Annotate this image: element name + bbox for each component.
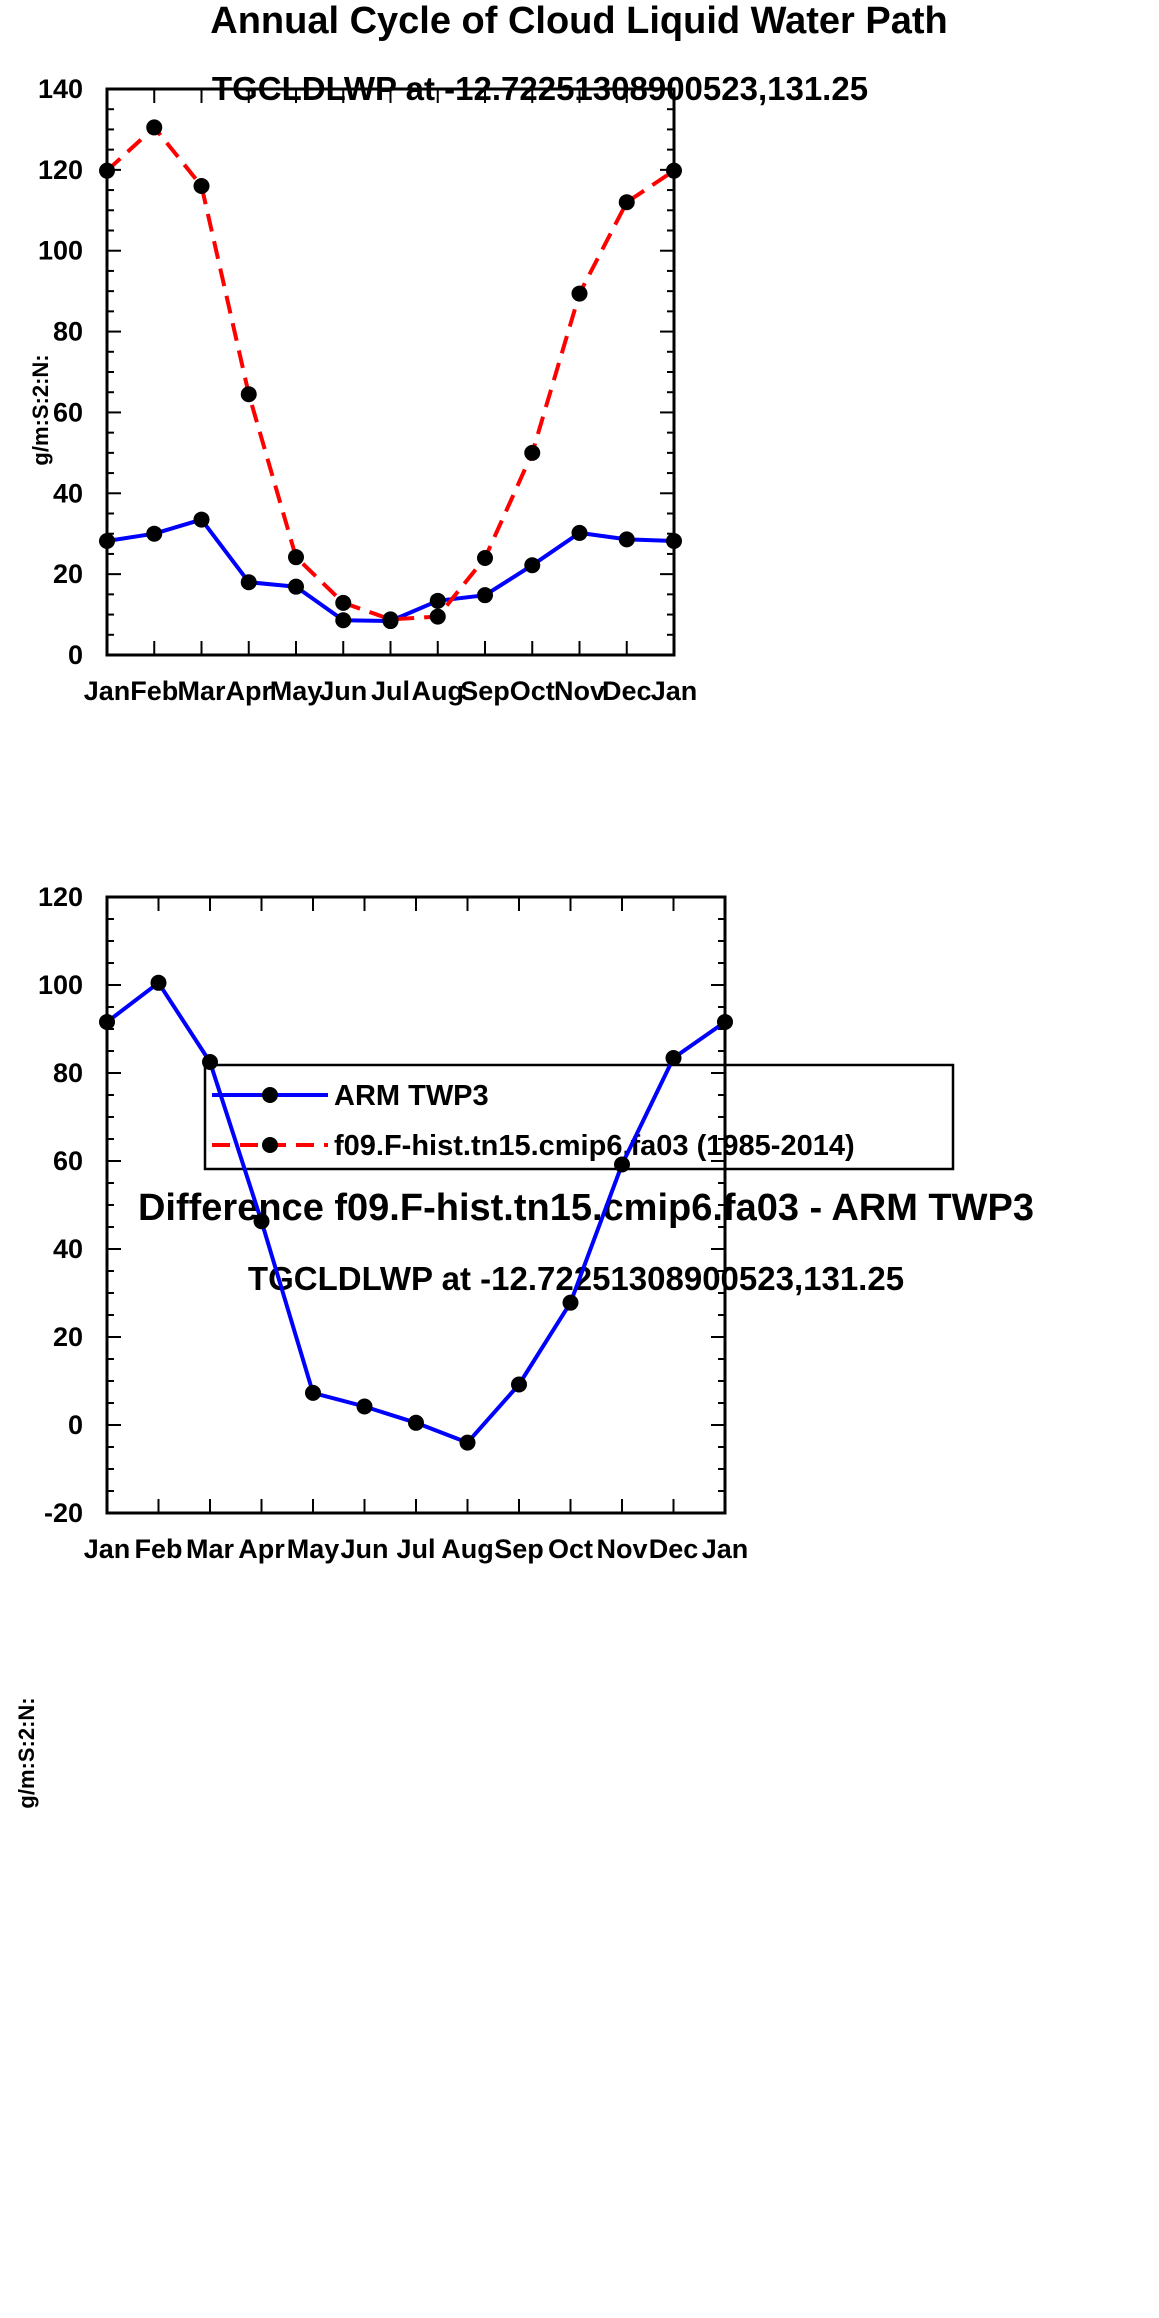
difference-x-tick-label: Aug bbox=[441, 1534, 493, 1564]
annual-cycle-x-tick-label: Aug bbox=[412, 676, 464, 706]
annual-cycle-y-axis-label: g/m:S:2:N: bbox=[28, 354, 53, 465]
annual-cycle-plot-frame bbox=[105, 87, 676, 657]
annual-cycle-data-point bbox=[571, 524, 588, 541]
annual-cycle-x-tick-label: Jan bbox=[84, 676, 131, 706]
annual-cycle-data-point bbox=[288, 578, 304, 595]
difference-x-tick-label: Nov bbox=[596, 1534, 647, 1564]
annual-cycle-y-tick-label: 0 bbox=[68, 640, 83, 670]
annual-cycle-panel: Annual Cycle of Cloud Liquid Water Path … bbox=[28, 0, 948, 706]
difference-title: Difference f09.F-hist.tn15.cmip6.fa03 - … bbox=[138, 1187, 1034, 1229]
difference-x-tick-label: Jan bbox=[702, 1534, 749, 1564]
difference-x-tick-label: Jul bbox=[396, 1534, 435, 1564]
difference-data-point bbox=[459, 1434, 476, 1451]
annual-cycle-data-point bbox=[618, 194, 635, 211]
legend-model-marker bbox=[262, 1137, 278, 1153]
annual-cycle-data-point bbox=[477, 549, 493, 566]
legend-box bbox=[203, 1063, 955, 1171]
difference-y-tick-label: 0 bbox=[68, 1410, 83, 1440]
annual-cycle-y-tick-label: 80 bbox=[53, 317, 83, 347]
annual-cycle-y-tick-label: 60 bbox=[53, 397, 83, 427]
annual-cycle-x-tick-label: Feb bbox=[130, 676, 178, 706]
annual-cycle-data-point bbox=[193, 178, 210, 195]
difference-data-point bbox=[356, 1398, 373, 1415]
difference-x-tick-label: Jun bbox=[340, 1534, 388, 1564]
difference-x-tick-label: Oct bbox=[548, 1534, 593, 1564]
annual-cycle-data-point bbox=[288, 549, 304, 566]
annual-cycle-x-tick-label: Jul bbox=[371, 676, 410, 706]
annual-cycle-data-point bbox=[335, 612, 352, 629]
difference-x-tick-labels: Jan Feb Mar Apr May Jun Jul Aug Sep Oct Nov Dec Jan bbox=[84, 1534, 749, 1564]
annual-cycle-x-tick-label: Dec bbox=[602, 676, 652, 706]
difference-data-point bbox=[614, 1156, 630, 1173]
difference-data-point bbox=[408, 1414, 424, 1431]
difference-data-point bbox=[253, 1213, 270, 1230]
annual-cycle-series bbox=[99, 119, 682, 630]
difference-y-tick-label: 100 bbox=[38, 970, 83, 1000]
annual-cycle-data-point bbox=[429, 592, 446, 609]
annual-cycle-data-point bbox=[240, 386, 257, 403]
annual-cycle-data-point bbox=[524, 557, 541, 574]
annual-cycle-y-tick-labels: 0 20 40 60 80 100 120 140 bbox=[38, 74, 83, 670]
difference-x-tick-label: Mar bbox=[186, 1534, 235, 1564]
annual-cycle-data-point bbox=[193, 511, 210, 528]
difference-x-tick-label: Jan bbox=[84, 1534, 131, 1564]
annual-cycle-title: Annual Cycle of Cloud Liquid Water Path bbox=[210, 0, 948, 42]
difference-x-tick-label: May bbox=[287, 1534, 340, 1564]
annual-cycle-x-tick-label: Apr bbox=[226, 676, 273, 706]
annual-cycle-y-tick-label: 100 bbox=[38, 236, 83, 266]
difference-x-tick-label: Feb bbox=[134, 1534, 182, 1564]
difference-panel: Difference f09.F-hist.tn15.cmip6.fa03 - … bbox=[14, 882, 1034, 1809]
legend-label-obs: ARM TWP3 bbox=[334, 1080, 489, 1112]
difference-x-tick-label: Dec bbox=[649, 1534, 699, 1564]
difference-y-tick-label: 40 bbox=[53, 1234, 83, 1264]
annual-cycle-data-point bbox=[618, 531, 635, 548]
annual-cycle-x-tick-label: Jan bbox=[651, 676, 698, 706]
annual-cycle-x-tick-label: May bbox=[270, 676, 323, 706]
difference-data-point bbox=[305, 1384, 321, 1401]
annual-cycle-y-tick-label: 40 bbox=[53, 478, 83, 508]
annual-cycle-data-point bbox=[477, 587, 493, 604]
annual-cycle-series-line bbox=[105, 125, 676, 622]
annual-cycle-x-tick-label: Oct bbox=[510, 676, 555, 706]
difference-data-point bbox=[202, 1054, 218, 1070]
annual-cycle-data-point bbox=[146, 119, 163, 136]
annual-cycle-data-point bbox=[571, 285, 588, 302]
annual-cycle-data-point bbox=[524, 444, 541, 461]
annual-cycle-data-point bbox=[335, 594, 352, 611]
difference-y-tick-label: 60 bbox=[53, 1146, 83, 1176]
annual-cycle-y-tick-label: 20 bbox=[53, 559, 83, 589]
difference-x-tick-label: Apr bbox=[238, 1534, 285, 1564]
annual-cycle-y-tick-label: 120 bbox=[38, 155, 83, 185]
annual-cycle-x-tick-label: Nov bbox=[554, 676, 605, 706]
annual-cycle-y-tick-label: 140 bbox=[38, 74, 83, 104]
difference-data-point bbox=[562, 1294, 579, 1311]
difference-data-point bbox=[511, 1376, 527, 1393]
difference-y-tick-label: 120 bbox=[38, 882, 83, 912]
difference-y-tick-label: -20 bbox=[44, 1498, 83, 1528]
difference-data-point bbox=[150, 974, 167, 991]
annual-cycle-data-point bbox=[240, 574, 257, 591]
annual-cycle-x-tick-label: Sep bbox=[460, 676, 510, 706]
difference-y-axis-label: g/m:S:2:N: bbox=[14, 1697, 39, 1808]
legend-obs-marker bbox=[262, 1087, 278, 1103]
annual-cycle-x-tick-label: Jun bbox=[319, 676, 367, 706]
annual-cycle-x-tick-label: Mar bbox=[177, 676, 226, 706]
annual-cycle-data-point bbox=[146, 525, 163, 542]
difference-plot-frame bbox=[105, 895, 727, 1515]
annual-cycle-data-point bbox=[429, 608, 446, 625]
difference-data-point bbox=[665, 1050, 682, 1067]
difference-y-tick-label: 20 bbox=[53, 1322, 83, 1352]
annual-cycle-data-point bbox=[382, 611, 399, 628]
difference-x-tick-label: Sep bbox=[494, 1534, 544, 1564]
legend-label-model: f09.F-hist.tn15.cmip6.fa03 (1985-2014) bbox=[334, 1130, 855, 1162]
difference-y-tick-labels: -20 0 20 40 60 80 100 120 bbox=[38, 882, 83, 1528]
annual-cycle-series-line bbox=[106, 517, 675, 623]
difference-y-tick-label: 80 bbox=[53, 1058, 83, 1088]
legend: ARM TWP3 f09.F-hist.tn15.cmip6.fa03 (198… bbox=[203, 1063, 955, 1171]
